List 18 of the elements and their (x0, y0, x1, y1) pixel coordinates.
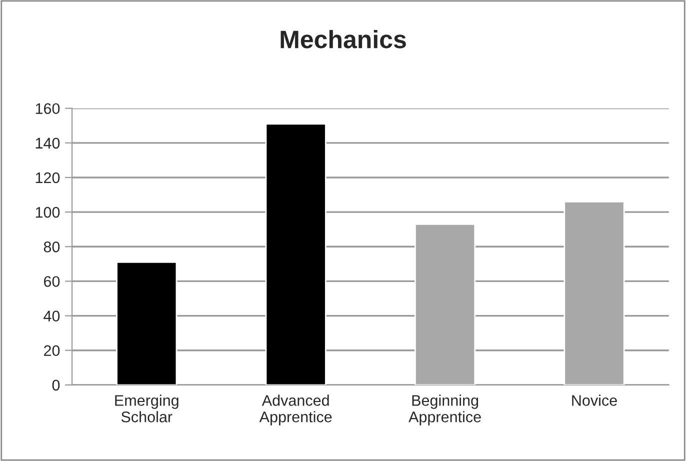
y-tick-label: 160 (36, 103, 60, 114)
y-tick-label: 140 (36, 138, 60, 149)
y-tick-label: 20 (44, 345, 60, 356)
bar (265, 123, 326, 385)
y-tick-label: 80 (44, 242, 60, 252)
x-tick-label: Advanced Apprentice (259, 394, 332, 426)
chart-title: Mechanics (280, 30, 406, 48)
y-tick-label: 100 (36, 206, 60, 218)
y-tick-label: 40 (44, 310, 60, 322)
y-tick-label: 120 (36, 172, 60, 184)
y-tick-label: 60 (44, 276, 60, 287)
x-tick-label: Emerging Scholar (115, 394, 178, 422)
bar (564, 200, 625, 385)
x-tick-label: Beginning Apprentice (408, 394, 481, 426)
bar (414, 223, 476, 385)
y-tick-label: 0 (52, 380, 60, 391)
x-tick-label: Novice (572, 394, 617, 406)
bar (116, 262, 178, 385)
